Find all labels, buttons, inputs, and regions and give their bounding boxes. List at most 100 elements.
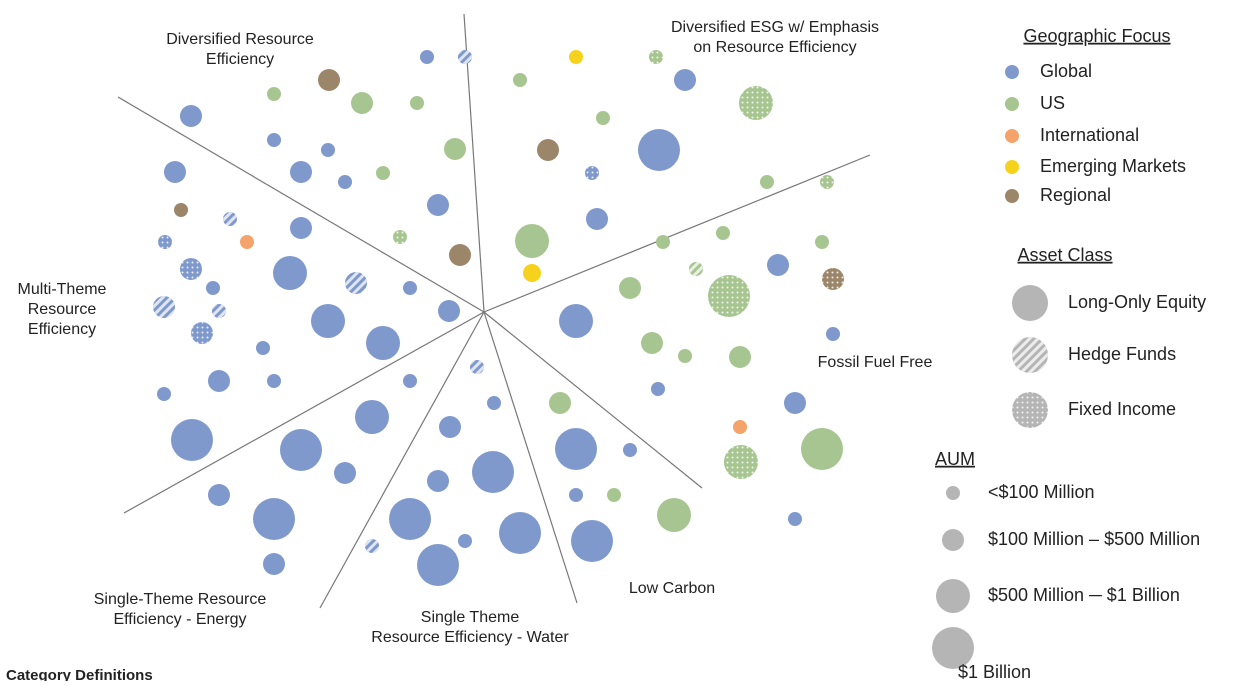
fund-bubble [537,139,559,161]
fund-bubble [256,341,270,355]
fund-bubble [559,304,593,338]
legend-label: Global [1040,61,1092,81]
fund-pattern [191,322,213,344]
fund-pattern [689,262,703,276]
legend-label: <$100 Million [988,482,1095,502]
fund-pattern [708,275,750,317]
fund-bubble [515,224,549,258]
fund-bubble [420,50,434,64]
fund-bubble [656,235,670,249]
divider [123,311,485,514]
fund-bubble [784,392,806,414]
fund-bubble [623,443,637,457]
divider [483,154,871,313]
fund-bubble [180,105,202,127]
fund-bubble [410,96,424,110]
fund-bubble [619,277,641,299]
fund-bubble [206,281,220,295]
fund-bubble [586,208,608,230]
fund-bubble [549,392,571,414]
fund-pattern [365,539,379,553]
fund-bubble [376,166,390,180]
fund-bubble [417,544,459,586]
sector-label: Low Carbon [629,580,715,597]
sector-label-line: Single Theme [421,609,520,626]
fund-bubble [826,327,840,341]
fund-pattern [458,50,472,64]
legend-title: AUM [935,449,975,469]
legend-label: International [1040,125,1139,145]
footer: Category Definitions [6,667,153,681]
fund-bubble [290,161,312,183]
sector-label-line: Diversified Resource [166,31,314,48]
sector-label: Diversified Resource Efficiency [166,31,314,68]
fund-bubble [678,349,692,363]
fund-bubble [171,419,213,461]
fund-bubble [240,235,254,249]
fund-bubble [438,300,460,322]
fund-bubble [273,256,307,290]
fund-bubble [571,520,613,562]
fund-bubble [208,484,230,506]
sector-label-line: on Resource Efficiency [693,39,856,56]
fund-bubble [338,175,352,189]
fund-bubble [208,370,230,392]
fund-bubble [472,451,514,493]
legend-label: $100 Million – $500 Million [988,529,1200,549]
fund-bubble [439,416,461,438]
fund-bubble [513,73,527,87]
fund-bubble [427,194,449,216]
fund-bubble [321,143,335,157]
fund-pattern [153,296,175,318]
legend-swatch [946,486,960,500]
fund-bubble [487,396,501,410]
sector-label-line: Single-Theme Resource [94,591,267,608]
fund-pattern [822,268,844,290]
legend-label: $500 Million ─ $1 Billion [988,585,1180,605]
fund-pattern [180,258,202,280]
fund-bubble [569,488,583,502]
fund-pattern [585,166,599,180]
legend-label: US [1040,93,1065,113]
dividers [117,13,871,609]
fund-bubble [267,374,281,388]
sector-label: Single-Theme Resource Efficiency - Energy [94,591,267,628]
fund-bubble [253,498,295,540]
legend-label: Long-Only Equity [1068,292,1206,312]
legend-label: Emerging Markets [1040,156,1186,176]
fund-pattern [649,50,663,64]
legend-swatch [1005,189,1019,203]
fund-bubble [815,235,829,249]
legend-label: Regional [1040,185,1111,205]
legend-label: $1 Billion [958,662,1031,681]
sector-label-line: Efficiency [206,51,274,68]
sector-label: Multi-Theme Resource Efficiency [18,281,107,338]
fund-pattern [724,445,758,479]
fund-bubble [366,326,400,360]
sector-label-line: Resource Efficiency - Water [371,629,569,646]
fund-bubble [290,217,312,239]
legend-pattern [1012,337,1048,373]
fund-bubble [729,346,751,368]
fund-bubble [403,281,417,295]
fund-pattern [345,272,367,294]
legend-pattern [1012,392,1048,428]
fund-bubble [157,387,171,401]
fund-bubble [444,138,466,160]
divider [117,96,485,313]
fund-bubble [458,534,472,548]
fund-bubble [280,429,322,471]
fund-bubble [355,400,389,434]
sector-label-line: Diversified ESG w/ Emphasis [671,19,879,36]
fund-pattern [739,86,773,120]
sector-label-line: Multi-Theme [18,281,107,298]
fund-bubble [641,332,663,354]
fund-pattern [223,212,237,226]
fund-bubble [449,244,471,266]
legend-swatch [1005,97,1019,111]
fund-bubble [788,512,802,526]
fund-bubble [555,428,597,470]
legend-swatch [936,579,970,613]
fund-bubble [334,462,356,484]
